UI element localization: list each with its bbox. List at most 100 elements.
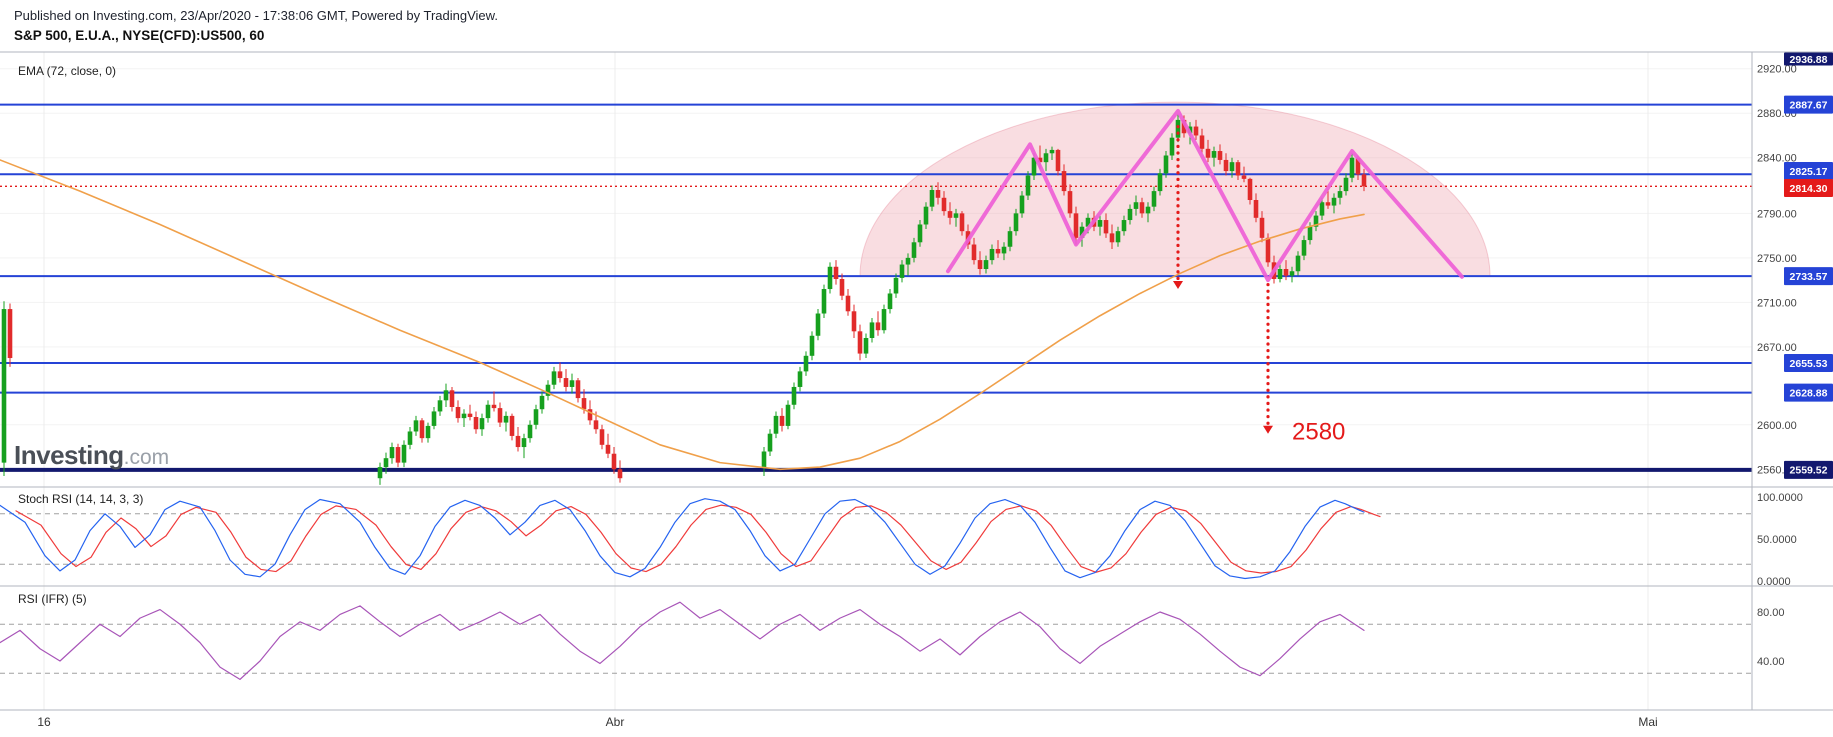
candle-body bbox=[953, 213, 959, 218]
candle-body bbox=[539, 395, 545, 410]
clamped-price-tag: 2936.88 bbox=[1790, 54, 1828, 66]
candle-body bbox=[983, 260, 989, 269]
candle-body bbox=[1067, 191, 1073, 214]
candle-body bbox=[593, 420, 599, 430]
candle-body bbox=[599, 429, 605, 445]
candle-body bbox=[839, 279, 845, 296]
candle-body bbox=[407, 431, 413, 445]
candle-body bbox=[1217, 151, 1223, 160]
candle-body bbox=[1043, 153, 1049, 163]
candle-body bbox=[1211, 151, 1217, 158]
last-price-tag: 2814.30 bbox=[1790, 183, 1828, 195]
candle-body bbox=[425, 425, 431, 439]
candle-body bbox=[473, 417, 479, 430]
candle-body bbox=[1241, 175, 1247, 179]
stoch-axis-tick: 0.0000 bbox=[1757, 576, 1791, 588]
candle-body bbox=[1235, 162, 1241, 176]
candle-body bbox=[1307, 226, 1313, 241]
price-axis-tick: 2600.00 bbox=[1757, 420, 1797, 432]
candle-body bbox=[449, 390, 455, 407]
price-axis-tick: 2840.00 bbox=[1757, 153, 1797, 165]
price-level-tag: 2887.67 bbox=[1790, 99, 1828, 111]
candle-body bbox=[1019, 195, 1025, 214]
candle-body bbox=[905, 257, 911, 265]
candle-body bbox=[431, 411, 437, 426]
investing-logo-watermark: Investing.com bbox=[14, 440, 169, 471]
candle-body bbox=[377, 467, 383, 479]
candle-body bbox=[947, 211, 953, 218]
price-axis-tick: 2750.00 bbox=[1757, 253, 1797, 265]
candle-body bbox=[563, 378, 569, 387]
candle-body bbox=[827, 266, 833, 290]
candle-body bbox=[1061, 171, 1067, 192]
candle-body bbox=[1079, 226, 1085, 238]
price-tag-box bbox=[1784, 267, 1833, 286]
candle-body bbox=[1145, 206, 1151, 214]
candle-body bbox=[1343, 177, 1349, 192]
watermark-bold-text: Investing bbox=[14, 440, 124, 470]
candle-body bbox=[1175, 119, 1181, 138]
candle-body bbox=[977, 260, 983, 269]
candle-body bbox=[1055, 149, 1061, 172]
candle-body bbox=[1085, 217, 1091, 227]
candle-body bbox=[1073, 213, 1079, 238]
candle-body bbox=[419, 420, 425, 439]
candle-body bbox=[1181, 119, 1187, 134]
candle-body bbox=[383, 458, 389, 468]
candle-body bbox=[893, 277, 899, 294]
dome-pattern-shape bbox=[859, 101, 1491, 277]
price-level-tag: 2628.88 bbox=[1790, 387, 1828, 399]
candle-body bbox=[491, 404, 497, 409]
candle-body bbox=[809, 335, 815, 356]
candle-body bbox=[815, 313, 821, 336]
candle-body bbox=[1325, 202, 1331, 206]
candle-body bbox=[1109, 233, 1115, 243]
candle-body bbox=[857, 331, 863, 354]
time-axis-label: Abr bbox=[606, 715, 625, 729]
stoch-k-line bbox=[0, 498, 1365, 580]
candle-body bbox=[1301, 240, 1307, 256]
candle-body bbox=[1295, 255, 1301, 272]
candle-body bbox=[581, 398, 587, 410]
candle-body bbox=[995, 248, 1001, 254]
candle-body bbox=[1037, 157, 1043, 163]
price-tag-box bbox=[1784, 52, 1833, 66]
candle-body bbox=[1319, 202, 1325, 216]
candle-body bbox=[509, 415, 515, 436]
candle-body bbox=[1247, 178, 1253, 201]
candle-body bbox=[941, 197, 947, 212]
candle-body bbox=[1193, 126, 1199, 136]
candle-body bbox=[791, 386, 797, 405]
projection-arrow-head bbox=[1173, 281, 1183, 290]
candle-body bbox=[833, 266, 839, 280]
time-axis-label: Mai bbox=[1638, 715, 1657, 729]
price-level-tag: 2559.52 bbox=[1790, 465, 1828, 477]
candle-body bbox=[887, 293, 893, 310]
candle-body bbox=[971, 244, 977, 261]
candle-body bbox=[1103, 220, 1109, 234]
candle-body bbox=[503, 415, 509, 423]
candle-body bbox=[1013, 213, 1019, 232]
candle-body bbox=[1349, 157, 1355, 178]
ema-indicator-label: EMA (72, close, 0) bbox=[18, 64, 117, 78]
stoch-d-line bbox=[15, 504, 1381, 574]
candle-body bbox=[1, 309, 7, 463]
candle-body bbox=[821, 289, 827, 314]
candle-body bbox=[923, 206, 929, 225]
candle-body bbox=[389, 447, 395, 459]
candle-body bbox=[917, 224, 923, 243]
rsi-axis-tick: 40.00 bbox=[1757, 656, 1785, 668]
candle-body bbox=[1199, 135, 1205, 149]
candle-body bbox=[1259, 217, 1265, 238]
candle-body bbox=[575, 380, 581, 399]
price-tag-box bbox=[1784, 162, 1833, 180]
candle-body bbox=[959, 213, 965, 232]
candle-body bbox=[899, 264, 905, 278]
price-axis-tick: 2670.00 bbox=[1757, 342, 1797, 354]
candle-body bbox=[785, 404, 791, 426]
candle-body bbox=[1337, 191, 1343, 198]
candle-body bbox=[1229, 162, 1235, 172]
